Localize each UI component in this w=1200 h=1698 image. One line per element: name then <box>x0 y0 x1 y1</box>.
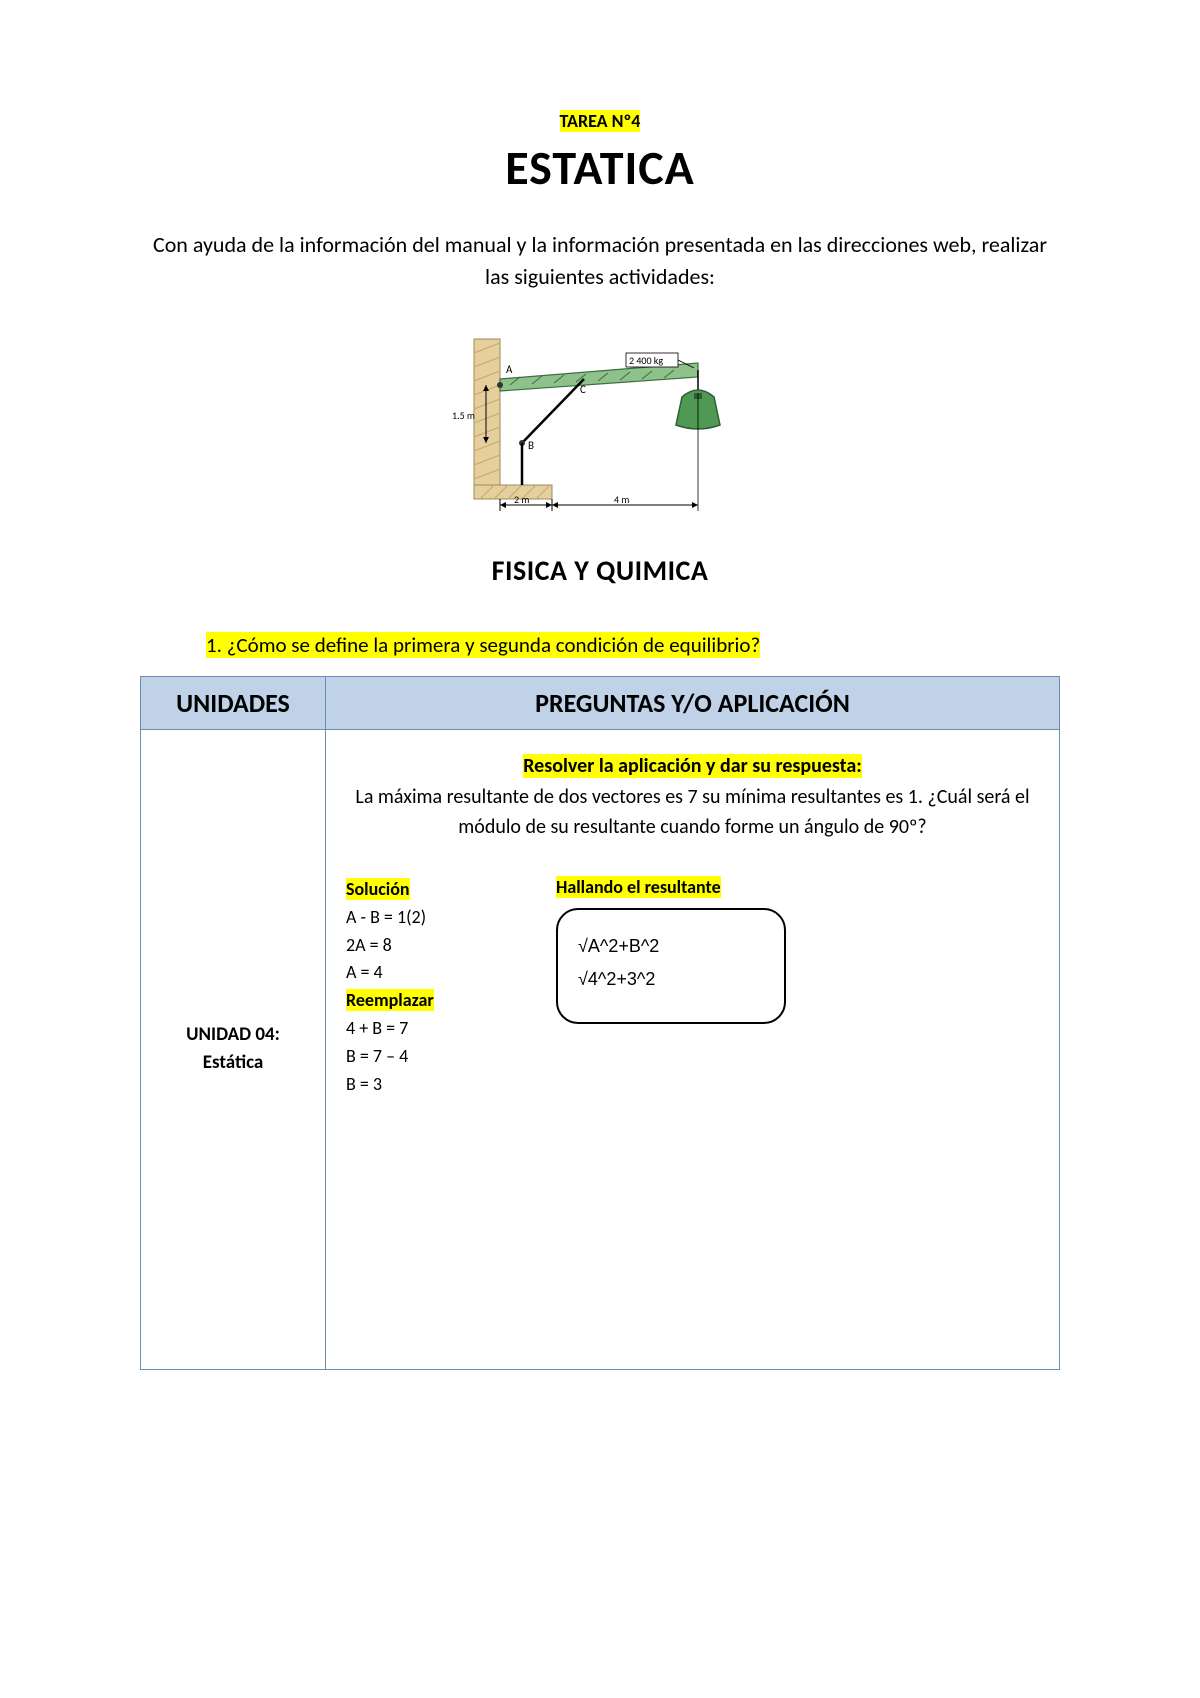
sol-line-0: A - B = 1(2) <box>346 904 516 932</box>
question-1: 1. ¿Cómo se define la primera y segunda … <box>140 632 1060 658</box>
label-a: A <box>506 363 513 376</box>
resolver-text: Resolver la aplicación y dar su respuest… <box>523 754 862 778</box>
main-title: ESTATICA <box>140 138 1060 197</box>
unit-line1: UNIDAD 04: <box>141 1021 325 1050</box>
label-d1: 2 m <box>514 493 529 506</box>
crane-diagram: A C B 1.5 m 2 m 4 m 2 400 kg <box>140 333 1060 513</box>
solution-row: Solución A - B = 1(2) 2A = 8 A = 4 Reemp… <box>344 876 1041 1099</box>
tarea-label: TAREA Nº4 <box>140 110 1060 132</box>
reem-line-0: 4 + B = 7 <box>346 1015 516 1043</box>
label-b: B <box>528 439 534 452</box>
tarea-label-text: TAREA Nº4 <box>560 110 641 132</box>
question-1-text: 1. ¿Cómo se define la primera y segunda … <box>206 632 760 658</box>
solution-left: Solución A - B = 1(2) 2A = 8 A = 4 Reemp… <box>346 876 516 1099</box>
resolver-line: Resolver la aplicación y dar su respuest… <box>344 754 1041 778</box>
problem-text: La máxima resultante de dos vectores es … <box>344 782 1041 842</box>
solucion-label: Solución <box>346 878 410 900</box>
label-c: C <box>580 383 586 396</box>
eq-1: √A^2+B^2 <box>578 936 760 957</box>
sol-line-1: 2A = 8 <box>346 932 516 960</box>
reemplazar-label: Reemplazar <box>346 989 434 1011</box>
unit-cell: UNIDAD 04: Estática <box>141 729 326 1369</box>
subject-title: FISICA Y QUIMICA <box>140 553 1060 588</box>
sol-line-2: A = 4 <box>346 959 516 987</box>
solution-right: Hallando el resultante √A^2+B^2 √4^2+3^2 <box>556 876 786 1024</box>
unit-line2: Estática <box>141 1049 325 1078</box>
th-unidades: UNIDADES <box>141 676 326 729</box>
eq-2: √4^2+3^2 <box>578 969 760 990</box>
reem-line-2: B = 3 <box>346 1071 516 1099</box>
hallando-label: Hallando el resultante <box>556 876 721 898</box>
main-table: UNIDADES PREGUNTAS Y/O APLICACIÓN UNIDAD… <box>140 676 1060 1370</box>
label-d2: 4 m <box>614 493 629 506</box>
crane-svg: A C B 1.5 m 2 m 4 m 2 400 kg <box>450 333 750 513</box>
content-cell: Resolver la aplicación y dar su respuest… <box>326 729 1060 1369</box>
label-weight: 2 400 kg <box>629 354 663 367</box>
reem-line-1: B = 7 – 4 <box>346 1043 516 1071</box>
result-box: √A^2+B^2 √4^2+3^2 <box>556 908 786 1024</box>
label-h: 1.5 m <box>452 409 475 422</box>
intro-text: Con ayuda de la información del manual y… <box>140 229 1060 293</box>
th-preguntas: PREGUNTAS Y/O APLICACIÓN <box>326 676 1060 729</box>
